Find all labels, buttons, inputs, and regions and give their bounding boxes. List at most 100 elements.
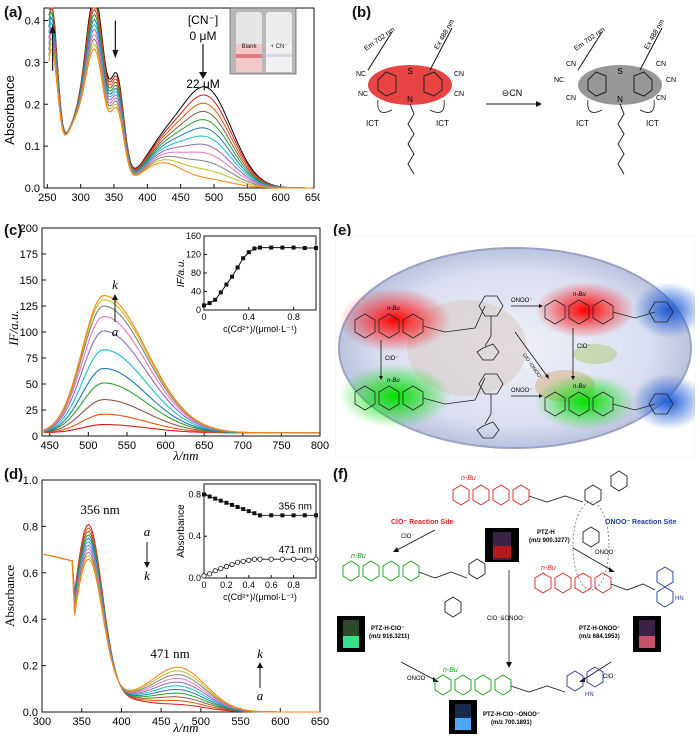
blue-fluorescence	[633, 374, 695, 430]
inset-data-point	[258, 513, 262, 518]
x-tick-label: 400	[138, 192, 156, 204]
inset-x-label: c(Cd²⁺)/(μmol·L⁻¹)	[223, 592, 297, 602]
svg-text:CN: CN	[454, 91, 464, 98]
ptz-h-clo-structure: n-Bu	[342, 553, 486, 618]
y-tick-label: 0.3	[25, 57, 40, 69]
y-tick-label: 50	[26, 379, 38, 391]
red-fluorescence	[535, 282, 635, 338]
inset-line	[203, 247, 316, 306]
svg-text:CN: CN	[656, 95, 666, 102]
phenothiazine-molecule-red: S N NC NC CN CN Em 702 nm Ex 488 nm ICT …	[356, 18, 464, 175]
inset-data-point	[207, 494, 212, 499]
svg-text:CN: CN	[566, 61, 576, 68]
svg-text:N: N	[407, 95, 413, 104]
emission-line	[43, 295, 320, 434]
x-tick-label: 300	[71, 192, 89, 204]
ptz-h-onoo-name: PTZ-H-ONOO⁻	[579, 626, 620, 632]
dual-arrow	[514, 331, 548, 377]
fluorescence-chart-c: IF/a.u. λ/nm 450 500 550 600 650 700 750 800025…	[6, 223, 329, 463]
vial-photo-inset: Blank + CN⁻	[229, 7, 297, 75]
y-axis-label: Absorbance	[2, 565, 17, 627]
svg-text:n-Bu: n-Bu	[387, 378, 400, 384]
plot-frame	[43, 7, 315, 189]
inset-y-label: Absorbance	[176, 504, 187, 558]
inset-data-point	[268, 556, 274, 562]
y-tick-label: 0	[32, 431, 38, 443]
clo-reaction-site: ClO⁻ Reaction Site	[391, 519, 454, 526]
inset-data-point	[218, 566, 224, 572]
ptz-h-clo-onoo-name: PTZ-H-ClO⁻-ONOO⁻	[483, 712, 540, 718]
x-tick-label: 650	[305, 192, 320, 204]
onoo-reaction-site: ONOO⁻ Reaction Site	[605, 519, 676, 526]
svg-text:HN: HN	[675, 596, 684, 602]
inset-data-point	[212, 568, 218, 574]
cell-imaging-scheme-e: n-Bu n-Bu n-Bu n-Bu ONOO⁻ ONOO⁻ ClO⁻ ClO…	[335, 236, 695, 458]
clo-label-right: ClO⁻	[577, 344, 591, 350]
panel-label-b: (b)	[352, 4, 372, 21]
y-tick-label: 0.2	[23, 661, 38, 673]
spectrum-line	[48, 48, 313, 189]
svg-text:ICT: ICT	[436, 119, 449, 128]
green-fluorescence	[535, 374, 635, 430]
peak-label-356: 356 nm	[80, 502, 119, 517]
svg-text:NC: NC	[358, 91, 368, 98]
x-axis-label: λ/nm	[172, 448, 198, 463]
svg-text:ClO⁻: ClO⁻	[603, 674, 617, 680]
y-tick-label: 0.6	[23, 568, 38, 580]
inset-data-point	[269, 513, 274, 518]
svg-text:n-Bu: n-Bu	[351, 553, 366, 560]
y-tick-label: 200	[20, 223, 38, 235]
y-tick-label: 0.0	[25, 183, 40, 195]
y-tick-label: 150	[20, 275, 38, 287]
inset-y-tick-label: 0.0	[188, 573, 201, 583]
ptz-h-name: PTZ-H	[537, 530, 555, 536]
y-axis-label: Absorbance	[2, 75, 17, 144]
clo-label-left: ClO⁻	[385, 356, 399, 362]
x-axis-label: λ/nm	[172, 720, 198, 735]
x-tick-label: 500	[205, 192, 223, 204]
inset-x-tick-label: 0.8	[287, 312, 300, 322]
inset-x-label: c(Cd²⁺)/(μmol·L⁻¹)	[223, 324, 297, 334]
ptz-h-mz: (m/z 900.3277)	[529, 538, 570, 544]
y-tick-label: 175	[20, 249, 38, 261]
inset-data-point	[302, 513, 307, 518]
inset-x-tick-label: 0.2	[220, 580, 233, 590]
svg-text:n-Bu: n-Bu	[573, 384, 586, 390]
x-tick-label: 550	[118, 440, 136, 452]
ptz-h-clo-name: PTZ-H-ClO⁻	[371, 626, 405, 632]
y-tick-label: 75	[26, 353, 38, 365]
ptz-h-onoo-structure: n-Bu HN	[534, 565, 684, 608]
inset-x-tick-label: 0.8	[287, 580, 300, 590]
svg-text:Em 702 nm: Em 702 nm	[573, 26, 606, 52]
blank-vial-label: Blank	[241, 44, 257, 50]
svg-text:ICT: ICT	[366, 119, 379, 128]
absorbance-chart-a: Absorbance 250 300 350 400 450 500 550 600 650 0.…	[2, 6, 320, 204]
x-tick-label: 550	[231, 716, 249, 728]
x-tick-label: 750	[272, 440, 290, 452]
panel-label-d: (d)	[4, 466, 24, 483]
x-tick-label: 350	[105, 192, 123, 204]
svg-text:n-Bu: n-Bu	[573, 292, 586, 298]
y-tick-label: 0.4	[25, 16, 40, 28]
cyanide-reagent: ⊖CN	[502, 88, 523, 98]
inset-series-line	[203, 494, 316, 516]
emission-line	[43, 399, 320, 434]
x-tick-label: 400	[112, 716, 130, 728]
cn-vial-label: + CN⁻	[270, 44, 287, 50]
y-tick-label: 0.8	[23, 521, 38, 533]
inset-data-point	[235, 559, 241, 565]
green-fluorescence	[339, 364, 451, 428]
inset-data-point	[218, 498, 223, 503]
ptz-h-clo-onoo-mz: (m/z 700.1891)	[491, 720, 532, 726]
inset-x-tick-label: 0	[201, 580, 206, 590]
y-tick-label: 1.0	[23, 475, 38, 487]
absorbance-chart-d: Absorbance λ/nm 300 350 400 450 500 550 600 650…	[2, 475, 329, 735]
phenothiazine-molecule-grey: S N NC CN CN CN CN CN Em 702 nm Ex 488 n…	[554, 18, 676, 175]
y-tick-label: 0.4	[23, 614, 38, 626]
inset-x-tick-label: 0.4	[243, 312, 256, 322]
inset-data-point	[291, 245, 296, 250]
inset-y-label: IF/a.u.	[176, 259, 187, 287]
inset-data-point	[201, 573, 207, 579]
inset-data-point	[302, 556, 308, 562]
inset-data-point	[257, 556, 263, 562]
